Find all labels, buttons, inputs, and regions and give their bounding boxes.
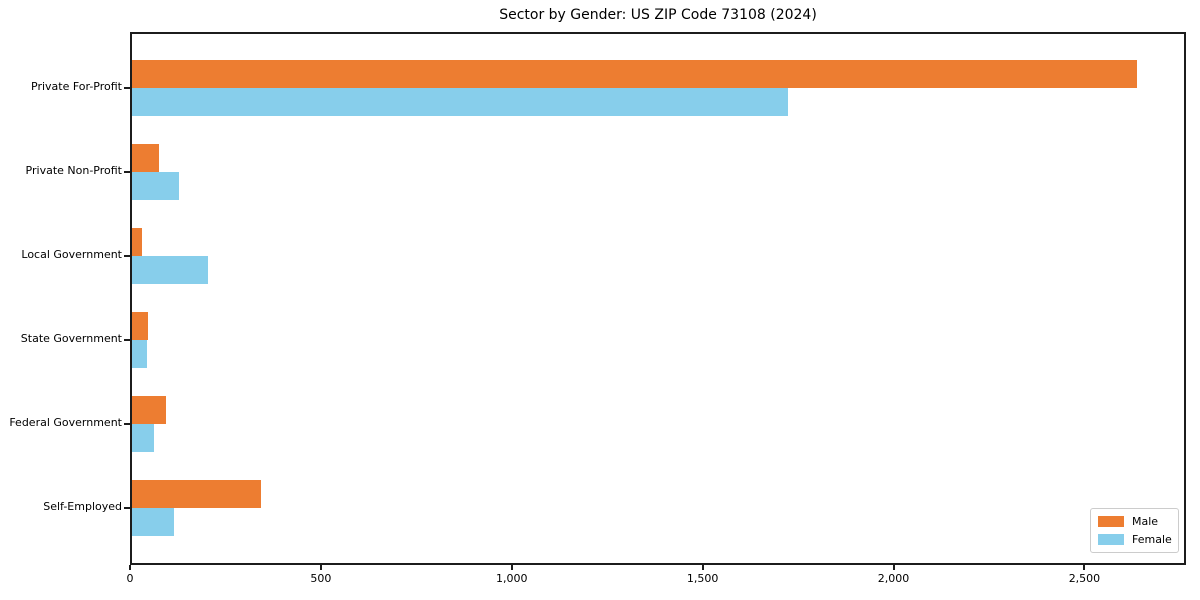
y-tick-mark [124, 339, 130, 341]
y-tick-mark [124, 171, 130, 173]
x-tick-mark [510, 565, 513, 570]
y-category-label: Local Government [21, 248, 122, 261]
x-tick-mark [129, 565, 131, 570]
x-tick-mark [1083, 565, 1086, 570]
bar-female-1 [132, 88, 788, 116]
y-category-label: Federal Government [9, 416, 122, 429]
y-tick-mark [124, 423, 130, 425]
x-tick-label: 1,500 [686, 572, 719, 585]
legend-item-male: Male [1098, 515, 1171, 528]
y-category-label: Private For-Profit [31, 80, 122, 93]
y-category-label: Private Non-Profit [25, 164, 122, 177]
legend-swatch-male [1098, 516, 1124, 527]
bar-male-3 [132, 228, 142, 256]
bar-female-5 [132, 424, 154, 452]
x-tick-mark [892, 565, 895, 570]
bar-male-6 [132, 480, 261, 508]
x-tick-label: 2,500 [1068, 572, 1101, 585]
x-tick-label: 500 [310, 572, 332, 585]
chart-title: Sector by Gender: US ZIP Code 73108 (202… [499, 7, 817, 23]
plot-area [130, 32, 1186, 565]
legend-label-male: Male [1132, 515, 1159, 528]
x-tick-label: 0 [126, 572, 134, 585]
x-tick-label: 1,000 [496, 572, 528, 585]
y-tick-mark [124, 87, 130, 89]
legend-label-female: Female [1132, 533, 1172, 546]
bar-male-5 [132, 396, 166, 424]
legend-swatch-female [1098, 534, 1124, 545]
legend: Male Female [1090, 508, 1179, 553]
bar-female-6 [132, 508, 174, 536]
y-category-label: State Government [20, 332, 122, 345]
bar-male-1 [132, 60, 1137, 88]
bar-male-2 [132, 144, 159, 172]
bar-female-4 [132, 340, 147, 368]
y-category-label: Self-Employed [43, 500, 122, 513]
y-tick-mark [124, 507, 130, 509]
legend-item-female: Female [1098, 533, 1172, 546]
x-tick-mark [319, 565, 322, 570]
x-tick-label: 2,000 [877, 572, 910, 585]
y-tick-mark [124, 255, 130, 257]
bar-female-2 [132, 172, 179, 200]
bar-male-4 [132, 312, 148, 340]
x-tick-mark [701, 565, 704, 570]
bar-female-3 [132, 256, 208, 284]
